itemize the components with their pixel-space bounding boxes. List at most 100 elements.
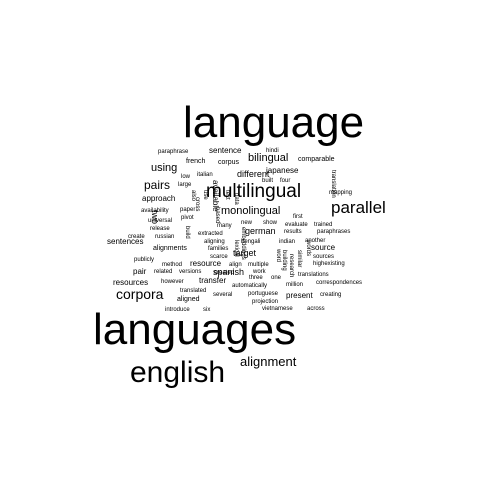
word-lexical: lexical: [233, 240, 239, 257]
word-resources: resources: [113, 278, 149, 287]
word-based: based: [214, 207, 220, 224]
word-words: words: [305, 240, 311, 257]
word-portuguese: portuguese: [248, 291, 279, 297]
word-projection: projection: [252, 299, 279, 305]
word-similar: similar: [296, 250, 302, 268]
word-translated: translated: [180, 288, 207, 294]
word-pair: pair: [133, 267, 147, 276]
word-present: present: [286, 291, 313, 300]
word-pivot: pivot: [181, 215, 194, 221]
word-corpus: corpus: [218, 159, 240, 166]
word-four: four: [280, 178, 291, 184]
word-multiple: multiple: [248, 262, 269, 268]
word-language: language: [183, 98, 365, 147]
word-correspondences: correspondences: [316, 280, 363, 286]
word-sentence: sentence: [209, 146, 242, 155]
word-use: use: [202, 190, 208, 200]
word-release: release: [150, 226, 170, 232]
word-evaluate: evaluate: [285, 222, 308, 228]
word-english: english: [130, 356, 226, 389]
word-corpora: corpora: [116, 286, 164, 302]
word-method: method: [162, 262, 183, 268]
word-related: related: [154, 269, 173, 275]
word-text: text: [224, 190, 230, 200]
word-automatically: automatically: [232, 283, 268, 289]
word-alignment: alignment: [240, 354, 297, 369]
word-show: show: [263, 220, 278, 226]
word-embeddings: embeddings: [240, 227, 246, 260]
word-data: data: [233, 193, 239, 205]
word-create: create: [128, 234, 145, 240]
word-universal: universal: [148, 218, 173, 224]
word-german: german: [245, 226, 276, 236]
word-aligning: aligning: [204, 239, 225, 245]
word-languages: languages: [93, 305, 297, 354]
word-align: align: [229, 262, 242, 268]
word-mapping: mapping: [329, 190, 353, 196]
word-availability: availability: [141, 208, 169, 214]
word-bengali: bengali: [241, 239, 261, 245]
word-one: one: [271, 275, 282, 281]
word-research: research: [288, 254, 294, 278]
word-multilingual: multilingual: [206, 181, 302, 202]
word-across: across: [307, 306, 325, 312]
word-introduce: introduce: [165, 307, 190, 313]
word-using: using: [151, 162, 178, 174]
word-paper: paper: [180, 207, 196, 213]
word-new: new: [241, 220, 253, 226]
word-trained: trained: [314, 222, 333, 228]
word-versions: versions: [179, 269, 202, 275]
word-different: different: [237, 169, 270, 179]
word-comparable: comparable: [298, 156, 335, 163]
word-built: built: [262, 178, 274, 184]
word-resource: resource: [190, 259, 222, 268]
word-aligned: aligned: [177, 296, 200, 303]
word-pairs: pairs: [144, 178, 171, 192]
word-many: many: [217, 223, 232, 229]
word-approach: approach: [142, 194, 176, 203]
word-source: source: [311, 243, 336, 252]
word-paraphrases: paraphrases: [317, 229, 351, 235]
word-low: low: [181, 174, 191, 180]
word-first: first: [293, 214, 303, 220]
word-scarce: scarce: [210, 254, 228, 260]
word-hindi: hindi: [266, 148, 279, 154]
word-build: build: [184, 226, 190, 239]
word-highexisting: highexisting: [313, 261, 345, 267]
word-indian: indian: [279, 239, 296, 245]
word-parallel: parallel: [331, 198, 386, 217]
word-work: work: [253, 269, 266, 275]
word-transfer: transfer: [199, 276, 227, 285]
word-target: target: [233, 248, 257, 258]
word-building: building: [281, 250, 287, 271]
word-alignments: alignments: [153, 245, 187, 252]
word-italian: italian: [197, 172, 213, 178]
word-another: another: [305, 238, 326, 244]
word-vietnamese: vietnamese: [262, 306, 293, 312]
word-publicly: publicly: [134, 257, 155, 263]
word-large: large: [178, 182, 192, 188]
word-extracted: extracted: [198, 231, 223, 237]
word-paraphrase: paraphrase: [158, 149, 189, 155]
word-three: three: [249, 275, 263, 281]
word-bilingual: bilingual: [248, 152, 289, 164]
word-cross: cross: [194, 197, 200, 212]
word-several: several: [213, 292, 233, 298]
word-monolingual: monolingual: [221, 205, 281, 217]
word-creating: creating: [320, 292, 342, 298]
word-translations: translations: [298, 272, 329, 278]
word-spanish: spanish: [213, 267, 245, 277]
word-word: word: [275, 249, 281, 263]
word-million: million: [286, 282, 304, 288]
word-six: six: [203, 307, 211, 313]
word-created: created: [214, 270, 235, 276]
word-french: french: [186, 158, 206, 165]
word-sentences: sentences: [107, 237, 144, 246]
word-japanese: japanese: [266, 166, 299, 175]
word-sources: sources: [313, 254, 335, 260]
word-russian: russian: [155, 234, 175, 240]
word-however: however: [161, 279, 184, 285]
word-results: results: [284, 229, 302, 235]
word-families: families: [208, 246, 229, 252]
